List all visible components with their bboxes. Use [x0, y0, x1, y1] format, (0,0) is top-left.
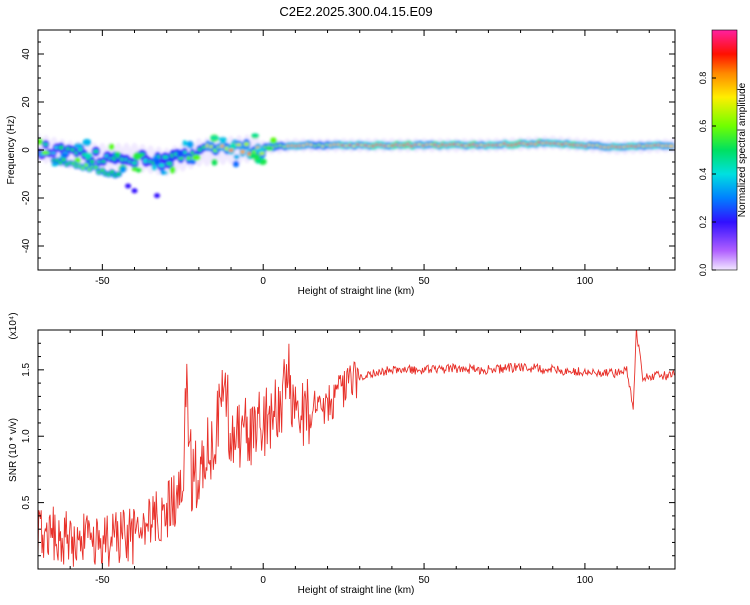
- colorbar-tick-label: 0.4: [698, 168, 708, 181]
- spectrogram-cell: [162, 155, 169, 160]
- snr-ylabel: SNR (10 * v/v): [8, 418, 19, 482]
- spectrogram-cell: [255, 147, 265, 153]
- snr-axes: -50 0 50 100 0.5 1.0 1.5: [21, 330, 675, 586]
- spectrogram-xtick-label: 50: [418, 276, 430, 287]
- snr-panel: -50 0 50 100 0.5 1.0 1.5 Height of straight li…: [8, 312, 676, 596]
- spectrogram-cell: [93, 165, 99, 170]
- colorbar-tick-label: 0.8: [698, 72, 708, 85]
- spectrogram-cell: [176, 149, 184, 158]
- spectrogram-cell: [38, 138, 43, 146]
- spectrogram-xtick-label: 0: [260, 276, 266, 287]
- spectrogram-cell: [120, 166, 127, 173]
- snr-series-line: [38, 330, 675, 567]
- colorbar-label: Normalized spectral amplitude: [737, 82, 748, 217]
- colorbar-frame: [711, 29, 738, 271]
- spectrogram-cell: [43, 142, 49, 146]
- snr-marks: [38, 330, 675, 567]
- spectrogram-cell: [153, 158, 161, 166]
- spectrogram-axes: -50 0 50 100 40 20 0 -20 -40: [21, 29, 675, 287]
- spectrogram-panel: -50 0 50 100 40 20 0 -20 -40 Height of straight …: [6, 29, 676, 297]
- spectrogram-xtick-label: 100: [577, 276, 594, 287]
- spectrogram-cell: [114, 151, 121, 157]
- spectrogram-xtick-label: -50: [95, 276, 110, 287]
- spectrogram-cell: [210, 135, 219, 141]
- snr-xlabel: Height of straight line (km): [298, 585, 415, 596]
- spectrogram-cell: [253, 153, 260, 161]
- colorbar-ticks: 0.0 0.2 0.4 0.6 0.8: [698, 72, 716, 277]
- colorbar-gradient: [712, 30, 737, 270]
- snr-xtick-label: 0: [260, 575, 266, 586]
- colorbar-tick-label: 0.0: [698, 264, 708, 277]
- spectrogram-cell: [269, 137, 277, 144]
- spectrogram-cell: [61, 157, 66, 162]
- spectrogram-cell: [229, 142, 237, 149]
- spectrogram-cell: [41, 150, 49, 155]
- spectrogram-cell: [108, 143, 115, 151]
- spectrogram-cell: [58, 145, 64, 150]
- spectrogram-cell: [132, 152, 142, 161]
- spectrogram-cell: [265, 146, 274, 151]
- spectrogram-cell: [668, 144, 674, 148]
- spectrogram-ytick-label: 20: [21, 96, 32, 108]
- spectrogram-cell: [154, 193, 161, 199]
- spectrogram-cell: [73, 143, 83, 148]
- spectrogram-cell: [166, 161, 173, 166]
- spectrogram-cell: [92, 149, 99, 154]
- spectrogram-cell: [84, 163, 89, 167]
- snr-ytick-label: 0.5: [21, 495, 32, 509]
- spectrogram-ytick-label: 40: [21, 48, 32, 60]
- spectrogram-ytick-label: -40: [21, 238, 32, 253]
- colorbar-tick-label: 0.2: [698, 216, 708, 229]
- spectrogram-cell: [218, 136, 228, 143]
- snr-xtick-label: -50: [95, 575, 110, 586]
- spectrogram-cell: [84, 152, 93, 159]
- spectrogram-cell: [89, 159, 95, 164]
- spectrogram-cell: [169, 166, 176, 174]
- spectrogram-cell: [240, 149, 245, 154]
- spectrogram-cell: [116, 172, 121, 176]
- spectrogram-cell: [191, 154, 201, 161]
- colorbar: 0.0 0.2 0.4 0.6 0.8 Normalized spectral ampl…: [698, 29, 748, 277]
- spectrogram-cell: [131, 161, 138, 165]
- spectrogram-cell: [151, 164, 158, 171]
- spectrogram-cell: [125, 183, 132, 189]
- spectrogram-cell: [50, 151, 56, 155]
- spectrogram-cell: [158, 163, 165, 168]
- colorbar-tick-label: 0.6: [698, 120, 708, 133]
- spectrogram-cells: [38, 133, 675, 199]
- snr-xtick-label: 100: [577, 575, 594, 586]
- spectrogram-cell: [235, 143, 242, 147]
- spectrogram-marks: [38, 133, 675, 199]
- spectrogram-cell: [243, 141, 250, 147]
- spectrogram-cell: [182, 140, 188, 147]
- spectrogram-ytick-label: -20: [21, 190, 32, 205]
- snr-scale-note: (x10⁴): [8, 312, 19, 339]
- spectrogram-cell: [186, 140, 194, 149]
- spectrogram-cell: [135, 167, 142, 173]
- spectrogram-cell: [82, 138, 92, 147]
- spectrogram-cell: [211, 158, 218, 166]
- figure-title: C2E2.2025.300.04.15.E09: [279, 4, 432, 19]
- spectrogram-ytick-label: 0: [21, 147, 32, 153]
- snr-ytick-label: 1.5: [21, 362, 32, 376]
- spectrogram-ylabel: Frequency (Hz): [6, 116, 17, 185]
- snr-xtick-label: 50: [418, 575, 430, 586]
- spectrogram-cell: [186, 155, 191, 161]
- spectrogram-cell: [101, 159, 107, 164]
- spectrogram-cell: [228, 148, 234, 153]
- spectrogram-cell: [51, 162, 59, 167]
- spectrogram-cell: [131, 188, 138, 194]
- spectrogram-cell: [189, 159, 197, 165]
- spectrogram-cell: [233, 154, 240, 160]
- snr-ytick-label: 1.0: [21, 429, 32, 443]
- spectrogram-cell: [160, 169, 166, 175]
- spectrogram-xlabel: Height of straight line (km): [298, 286, 415, 297]
- spectrogram-cell: [232, 160, 240, 168]
- spectrogram-cell: [251, 133, 260, 139]
